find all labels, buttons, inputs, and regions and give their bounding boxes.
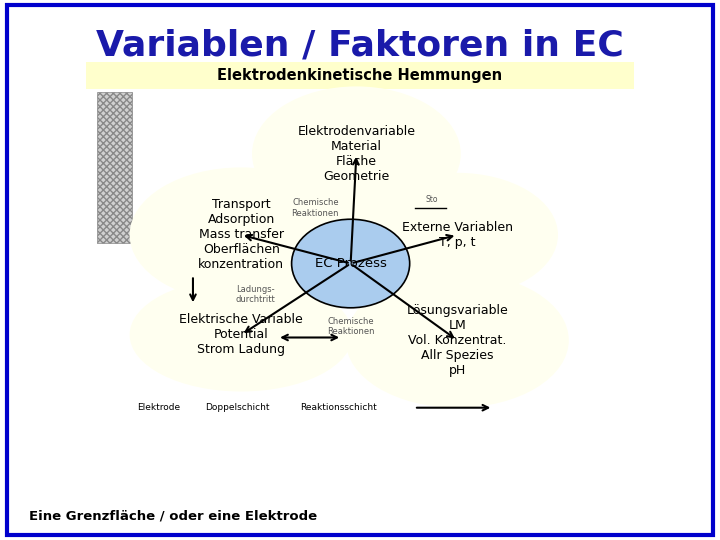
Ellipse shape [130, 167, 353, 302]
FancyBboxPatch shape [86, 62, 634, 89]
Text: Externe Variablen
T, p, t: Externe Variablen T, p, t [402, 221, 513, 249]
Text: Chemische
Reaktionen: Chemische Reaktionen [292, 198, 339, 218]
Text: Elektrodenvariable
Material
Fläche
Geometrie: Elektrodenvariable Material Fläche Geome… [297, 125, 415, 183]
Text: Doppelschicht: Doppelschicht [205, 403, 270, 412]
Text: Eine Grenzfläche / oder eine Elektrode: Eine Grenzfläche / oder eine Elektrode [29, 509, 317, 522]
Ellipse shape [292, 219, 410, 308]
Text: Ladungs-
durchtritt: Ladungs- durchtritt [235, 285, 276, 304]
Text: Chemische
Reaktionen: Chemische Reaktionen [327, 317, 374, 336]
Text: EC Prozess: EC Prozess [315, 257, 387, 270]
FancyBboxPatch shape [97, 92, 132, 243]
Ellipse shape [252, 86, 461, 221]
Text: Transport
Adsorption
Mass transfer
Oberflächen
konzentration: Transport Adsorption Mass transfer Oberf… [198, 198, 284, 272]
Text: Sto: Sto [426, 195, 438, 204]
Text: Elektrische Variable
Potential
Strom Ladung: Elektrische Variable Potential Strom Lad… [179, 313, 303, 356]
Text: Lösungsvariable
LM
Vol. Konzentrat.
Allr Spezies
pH: Lösungsvariable LM Vol. Konzentrat. Allr… [406, 303, 508, 377]
Ellipse shape [130, 278, 353, 392]
Ellipse shape [346, 273, 569, 408]
Text: Elektrodenkinetische Hemmungen: Elektrodenkinetische Hemmungen [217, 68, 503, 83]
Text: Elektrode: Elektrode [137, 403, 180, 412]
Text: Reaktionsschicht: Reaktionsschicht [300, 403, 377, 412]
Text: Variablen / Faktoren in EC: Variablen / Faktoren in EC [96, 29, 624, 63]
Ellipse shape [356, 173, 558, 297]
